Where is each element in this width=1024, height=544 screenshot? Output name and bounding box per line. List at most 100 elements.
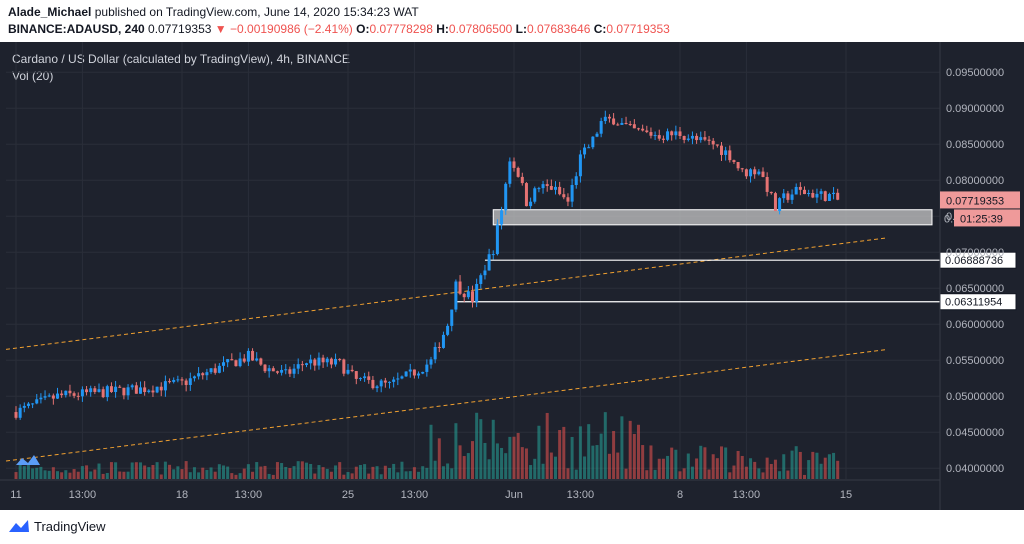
volume-bar [686,453,690,479]
tradingview-logo[interactable]: TradingView [8,518,106,534]
candle [238,358,242,367]
candle [97,389,101,392]
volume-bar [653,469,657,479]
level-price-label: 0.06888736 [945,255,1003,267]
x-tick-label: 13:00 [235,489,263,501]
volume-bar [421,466,425,479]
volume-bar [26,465,30,479]
close-label: C: [593,22,607,36]
candle [388,381,391,383]
volume-bar [309,463,313,479]
volume-bar [678,471,682,479]
candle [441,334,445,348]
volume-bar [246,464,250,479]
volume-bar [570,436,574,479]
candle [815,193,819,198]
volume-bar [238,473,242,479]
time-axis[interactable]: 11 13:00 18 13:00 25 13:00 Jun 13:00 8 13:00 15 [0,479,940,501]
candle [383,380,387,383]
candle [753,169,757,175]
candle [603,116,607,122]
volume-bar [541,463,545,479]
candle [554,186,557,190]
volume-bar [491,419,495,479]
volume-bar [354,466,358,479]
candle [607,116,611,119]
candle [769,191,773,194]
level-price-label: 0.06311954 [945,297,1002,309]
candle [246,350,250,362]
volume-bar [433,460,437,479]
volume-bar [226,466,230,479]
volume-bar [325,468,329,479]
volume-bar [682,468,686,479]
volume-bar [462,456,466,479]
volume-bar [412,467,416,479]
ohlc-line: BINANCE:ADAUSD, 240 0.07719353 ▼ −0.0019… [8,22,670,36]
volume-bar [641,445,645,479]
candle [790,194,794,200]
candle [537,188,541,190]
horizontal-levels[interactable]: 0.06888736 0.06311954 [455,251,1017,311]
volume-bar [578,426,582,479]
candle [595,133,599,137]
volume-bar [114,462,118,479]
volume-bar [201,467,205,479]
volume-bar [97,463,101,479]
volume-bar [22,466,26,479]
volume-bar [317,465,321,479]
volume-bar [379,474,383,479]
volume-bar [288,468,292,479]
volume-bar [284,466,288,479]
candle [230,359,234,361]
volume-bar [446,463,450,479]
candle [242,358,246,362]
candle [695,135,699,141]
countdown-prefix: 0. [944,213,953,225]
volume-bar [645,470,649,479]
y-tick-label: 0.07000000 [946,247,1004,259]
author-name[interactable]: Alade_Michael [8,5,92,19]
candle [612,118,616,125]
candle [628,124,632,126]
volume-bar [425,467,429,479]
footer: TradingView [0,510,1024,544]
candle [495,224,499,255]
volume-bar [807,460,811,479]
volume-bar [371,466,375,479]
volume-bar [674,449,678,479]
y-tick-label: 0.09000000 [946,103,1004,115]
volume-bar [437,438,441,479]
candle [51,395,55,399]
candle [213,368,217,373]
chart-area[interactable]: Cardano / US Dollar (calculated by Tradi… [0,42,1024,510]
volume-bar [695,458,699,479]
price-chart[interactable]: Cardano / US Dollar (calculated by Tradi… [0,42,1024,510]
candle [827,194,831,201]
candle [334,358,338,365]
candle [500,210,504,225]
candle [736,162,740,169]
volume-bar [458,445,462,479]
volume-bar [139,462,142,479]
candle [558,186,562,195]
candle [520,176,524,184]
price-axis[interactable]: 0.09500000 0.09000000 0.08500000 0.08000000… [939,42,1020,510]
volume-bar [126,471,130,479]
candle [417,373,421,376]
volume-bar [275,462,279,479]
candle [222,362,225,366]
volume-bar [342,474,346,479]
candle [267,368,271,372]
volume-bar [483,442,487,479]
trendlines[interactable] [5,237,888,462]
volume-bar [703,447,707,479]
volume-bar [649,445,653,479]
support-zone[interactable] [492,209,933,226]
volume-bar [213,471,217,479]
volume-bar [147,467,151,479]
candle [408,369,412,372]
volume-bar [666,455,670,479]
volume-bar [209,467,213,479]
candle [60,393,64,396]
